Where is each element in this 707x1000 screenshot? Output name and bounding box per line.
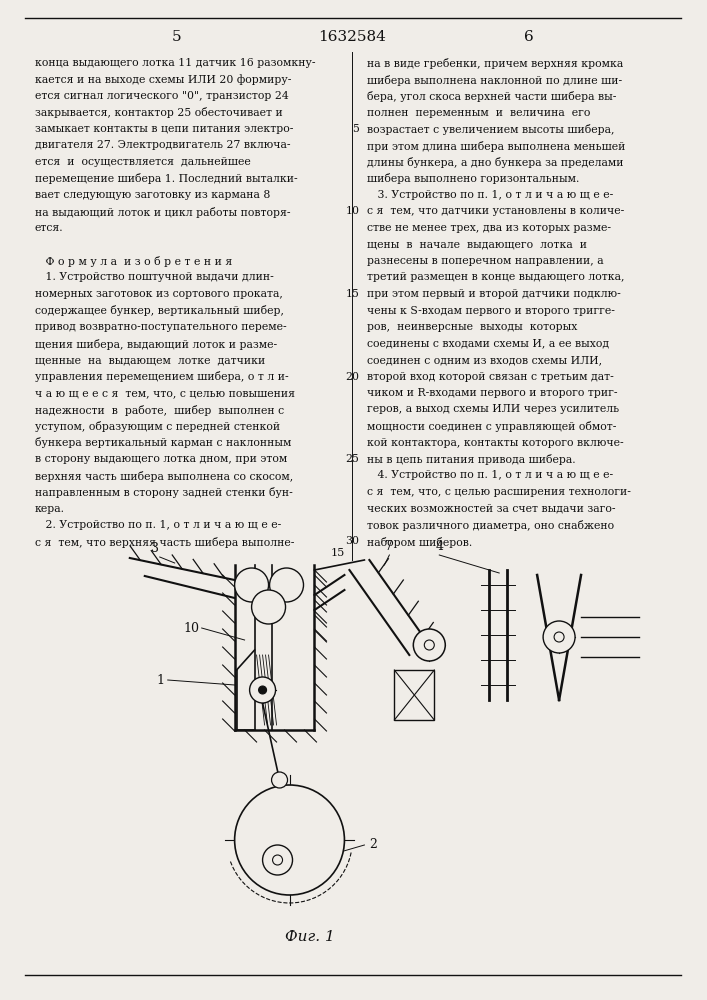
Circle shape	[235, 785, 344, 895]
Text: номерных заготовок из сортового проката,: номерных заготовок из сортового проката,	[35, 289, 283, 299]
Text: чиком и R-входами первого и второго триг-: чиком и R-входами первого и второго триг…	[368, 388, 618, 398]
Text: 4. Устройство по п. 1, о т л и ч а ю щ е е-: 4. Устройство по п. 1, о т л и ч а ю щ е…	[368, 471, 614, 481]
Text: с я  тем, что верхняя часть шибера выполне-: с я тем, что верхняя часть шибера выполн…	[35, 536, 294, 548]
Text: с я  тем, что датчики установлены в количе-: с я тем, что датчики установлены в колич…	[368, 207, 625, 217]
Text: направленным в сторону задней стенки бун-: направленным в сторону задней стенки бун…	[35, 487, 293, 498]
Text: полнен  переменным  и  величина  его: полнен переменным и величина его	[368, 107, 591, 117]
Text: 1: 1	[157, 674, 165, 686]
Circle shape	[252, 590, 286, 624]
Circle shape	[259, 686, 267, 694]
Text: на выдающий лоток и цикл работы повторя-: на выдающий лоток и цикл работы повторя-	[35, 207, 291, 218]
Text: третий размещен в конце выдающего лотка,: третий размещен в конце выдающего лотка,	[368, 272, 625, 282]
Bar	[395, 670, 434, 720]
Text: перемещение шибера 1. Последний выталки-: перемещение шибера 1. Последний выталки-	[35, 174, 298, 184]
Text: 15: 15	[330, 548, 344, 558]
Text: чены к S-входам первого и второго тригге-: чены к S-входам первого и второго тригге…	[368, 306, 615, 316]
Circle shape	[262, 845, 293, 875]
Text: ческих возможностей за счет выдачи заго-: ческих возможностей за счет выдачи заго-	[368, 504, 616, 514]
Text: надежности  в  работе,  шибер  выполнен с: надежности в работе, шибер выполнен с	[35, 404, 284, 416]
Text: Фuг. 1: Фuг. 1	[285, 930, 334, 944]
Text: возрастает с увеличением высоты шибера,: возрастает с увеличением высоты шибера,	[368, 124, 615, 135]
Text: вает следующую заготовку из кармана 8: вает следующую заготовку из кармана 8	[35, 190, 270, 200]
Text: 2: 2	[369, 838, 378, 852]
Text: 5: 5	[353, 124, 359, 134]
Text: привод возвратно-поступательного переме-: привод возвратно-поступательного переме-	[35, 322, 286, 332]
Text: 7: 7	[385, 540, 393, 553]
Circle shape	[235, 568, 269, 602]
Text: 30: 30	[346, 536, 359, 546]
Text: 10: 10	[184, 621, 199, 635]
Text: 5: 5	[172, 30, 182, 44]
Text: набором шиберов.: набором шиберов.	[368, 536, 473, 548]
Text: в сторону выдающего лотка дном, при этом: в сторону выдающего лотка дном, при этом	[35, 454, 287, 464]
Text: 3: 3	[151, 542, 159, 555]
Text: мощности соединен с управляющей обмот-: мощности соединен с управляющей обмот-	[368, 421, 617, 432]
Text: закрывается, контактор 25 обесточивает и: закрывается, контактор 25 обесточивает и	[35, 107, 283, 118]
Circle shape	[543, 621, 575, 653]
Text: соединен с одним из входов схемы ИЛИ,: соединен с одним из входов схемы ИЛИ,	[368, 355, 602, 365]
Text: при этом длина шибера выполнена меньшей: при этом длина шибера выполнена меньшей	[368, 140, 626, 151]
Text: щенные  на  выдающем  лотке  датчики: щенные на выдающем лотке датчики	[35, 355, 265, 365]
Text: длины бункера, а дно бункера за пределами: длины бункера, а дно бункера за пределам…	[368, 157, 624, 168]
Text: верхняя часть шибера выполнена со скосом,: верхняя часть шибера выполнена со скосом…	[35, 471, 293, 482]
Text: щены  в  начале  выдающего  лотка  и: щены в начале выдающего лотка и	[368, 239, 588, 249]
Text: содержащее бункер, вертикальный шибер,: содержащее бункер, вертикальный шибер,	[35, 306, 284, 316]
Text: ется.: ется.	[35, 223, 64, 233]
Text: ется сигнал логического "0", транзистор 24: ется сигнал логического "0", транзистор …	[35, 91, 288, 101]
Text: 1632584: 1632584	[318, 30, 386, 44]
Text: 1. Устройство поштучной выдачи длин-: 1. Устройство поштучной выдачи длин-	[35, 272, 274, 282]
Text: двигателя 27. Электродвигатель 27 включа-: двигателя 27. Электродвигатель 27 включа…	[35, 140, 291, 150]
Text: на в виде гребенки, причем верхняя кромка: на в виде гребенки, причем верхняя кромк…	[368, 58, 624, 69]
Text: конца выдающего лотка 11 датчик 16 разомкну-: конца выдающего лотка 11 датчик 16 разом…	[35, 58, 315, 68]
Text: ров,  неинверсные  выходы  которых: ров, неинверсные выходы которых	[368, 322, 578, 332]
Text: 2. Устройство по п. 1, о т л и ч а ю щ е е-: 2. Устройство по п. 1, о т л и ч а ю щ е…	[35, 520, 281, 530]
Text: щения шибера, выдающий лоток и разме-: щения шибера, выдающий лоток и разме-	[35, 338, 277, 350]
Text: геров, а выход схемы ИЛИ через усилитель: геров, а выход схемы ИЛИ через усилитель	[368, 404, 619, 414]
Text: бера, угол скоса верхней части шибера вы-: бера, угол скоса верхней части шибера вы…	[368, 91, 617, 102]
Text: 6: 6	[525, 30, 534, 44]
Text: 25: 25	[346, 454, 359, 464]
Text: шибера выполнено горизонтальным.: шибера выполнено горизонтальным.	[368, 174, 580, 184]
Text: 3. Устройство по п. 1, о т л и ч а ю щ е е-: 3. Устройство по п. 1, о т л и ч а ю щ е…	[368, 190, 614, 200]
Text: бункера вертикальный карман с наклонным: бункера вертикальный карман с наклонным	[35, 438, 291, 448]
Text: соединены с входами схемы И, а ее выход: соединены с входами схемы И, а ее выход	[368, 338, 609, 349]
Circle shape	[250, 677, 276, 703]
Text: кера.: кера.	[35, 504, 65, 514]
Text: кается и на выходе схемы ИЛИ 20 формиру-: кается и на выходе схемы ИЛИ 20 формиру-	[35, 75, 291, 85]
Text: 4: 4	[436, 540, 443, 553]
Text: 15: 15	[346, 289, 359, 299]
Text: ч а ю щ е е с я  тем, что, с целью повышения: ч а ю щ е е с я тем, что, с целью повыше…	[35, 388, 295, 398]
Text: товок различного диаметра, оно снабжено: товок различного диаметра, оно снабжено	[368, 520, 614, 531]
Text: шибера выполнена наклонной по длине ши-: шибера выполнена наклонной по длине ши-	[368, 75, 623, 86]
Text: 10: 10	[346, 207, 359, 217]
Circle shape	[271, 772, 288, 788]
Text: второй вход которой связан с третьим дат-: второй вход которой связан с третьим дат…	[368, 371, 614, 381]
Text: разнесены в поперечном направлении, а: разнесены в поперечном направлении, а	[368, 256, 604, 266]
Text: ется  и  осуществляется  дальнейшее: ется и осуществляется дальнейшее	[35, 157, 251, 167]
Text: ны в цепь питания привода шибера.: ны в цепь питания привода шибера.	[368, 454, 576, 465]
Text: кой контактора, контакты которого включе-: кой контактора, контакты которого включе…	[368, 438, 624, 448]
Circle shape	[269, 568, 303, 602]
Text: 20: 20	[346, 371, 359, 381]
Text: с я  тем, что, с целью расширения технологи-: с я тем, что, с целью расширения техноло…	[368, 487, 631, 497]
Circle shape	[414, 629, 445, 661]
Text: замыкает контакты в цепи питания электро-: замыкает контакты в цепи питания электро…	[35, 124, 293, 134]
Text: при этом первый и второй датчики подклю-: при этом первый и второй датчики подклю-	[368, 289, 621, 299]
Text: уступом, образующим с передней стенкой: уступом, образующим с передней стенкой	[35, 421, 280, 432]
Text: Ф о р м у л а  и з о б р е т е н и я: Ф о р м у л а и з о б р е т е н и я	[35, 256, 232, 267]
Text: стве не менее трех, два из которых разме-: стве не менее трех, два из которых разме…	[368, 223, 612, 233]
Text: управления перемещением шибера, о т л и-: управления перемещением шибера, о т л и-	[35, 371, 288, 382]
